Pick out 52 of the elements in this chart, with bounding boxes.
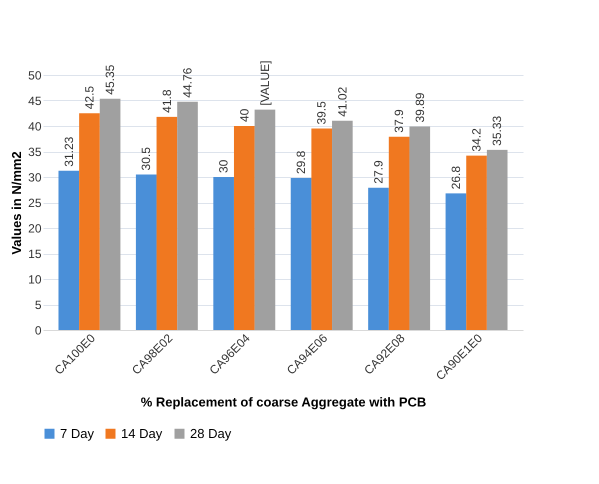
data-label: 31.23 bbox=[62, 136, 76, 167]
bar bbox=[156, 116, 178, 330]
bar bbox=[254, 110, 276, 330]
data-label: 37.9 bbox=[392, 109, 406, 133]
bar bbox=[388, 136, 410, 330]
legend-label: 28 Day bbox=[190, 426, 232, 441]
data-label: 30.5 bbox=[139, 146, 154, 170]
data-label: 34.2 bbox=[470, 128, 484, 152]
data-label: 27.9 bbox=[371, 160, 386, 184]
bar bbox=[234, 126, 255, 330]
bar bbox=[58, 170, 80, 330]
y-tick-label: 0 bbox=[34, 324, 42, 338]
data-label: 29.8 bbox=[294, 150, 308, 174]
x-axis-title: % Replacement of coarse Aggregate with PCB bbox=[140, 394, 426, 410]
data-label: 41.8 bbox=[160, 89, 174, 113]
bar bbox=[311, 128, 332, 330]
data-label: 44.76 bbox=[180, 67, 195, 98]
legend-label: 14 Day bbox=[121, 426, 163, 441]
data-label: [VALUE] bbox=[258, 60, 272, 106]
bar bbox=[100, 98, 120, 330]
y-tick-label: 15 bbox=[28, 247, 42, 261]
y-tick-label: 35 bbox=[28, 145, 42, 159]
y-tick-label: 10 bbox=[28, 272, 42, 286]
bar bbox=[368, 188, 389, 330]
legend-label: 7 Day bbox=[60, 426, 94, 441]
y-tick-label: 5 bbox=[34, 298, 42, 312]
data-label: 45.35 bbox=[103, 64, 118, 95]
data-label: 26.8 bbox=[448, 166, 463, 190]
bar bbox=[486, 150, 508, 330]
bar bbox=[290, 178, 312, 330]
bar bbox=[409, 126, 430, 330]
y-tick-label: 50 bbox=[28, 68, 42, 82]
data-label: 39.5 bbox=[314, 100, 329, 125]
data-label: 35.33 bbox=[490, 115, 504, 146]
data-label: 30 bbox=[216, 159, 231, 173]
bar bbox=[332, 120, 353, 330]
y-tick-label: 40 bbox=[28, 120, 42, 134]
y-axis-title: Values in N/mm2 bbox=[9, 151, 24, 255]
y-tick-label: 25 bbox=[28, 196, 42, 210]
bar bbox=[446, 193, 466, 330]
bar bbox=[136, 174, 157, 330]
data-label: 39.89 bbox=[412, 92, 427, 123]
bar bbox=[79, 113, 100, 330]
y-tick-label: 20 bbox=[28, 222, 42, 236]
data-label: 41.02 bbox=[335, 86, 350, 117]
bar bbox=[213, 177, 234, 330]
y-tick-label: 45 bbox=[28, 94, 42, 108]
data-label: 40 bbox=[237, 108, 252, 122]
data-label: 42.5 bbox=[82, 86, 96, 110]
bar bbox=[177, 102, 198, 330]
bar bbox=[466, 156, 487, 330]
y-tick-label: 30 bbox=[28, 170, 42, 184]
